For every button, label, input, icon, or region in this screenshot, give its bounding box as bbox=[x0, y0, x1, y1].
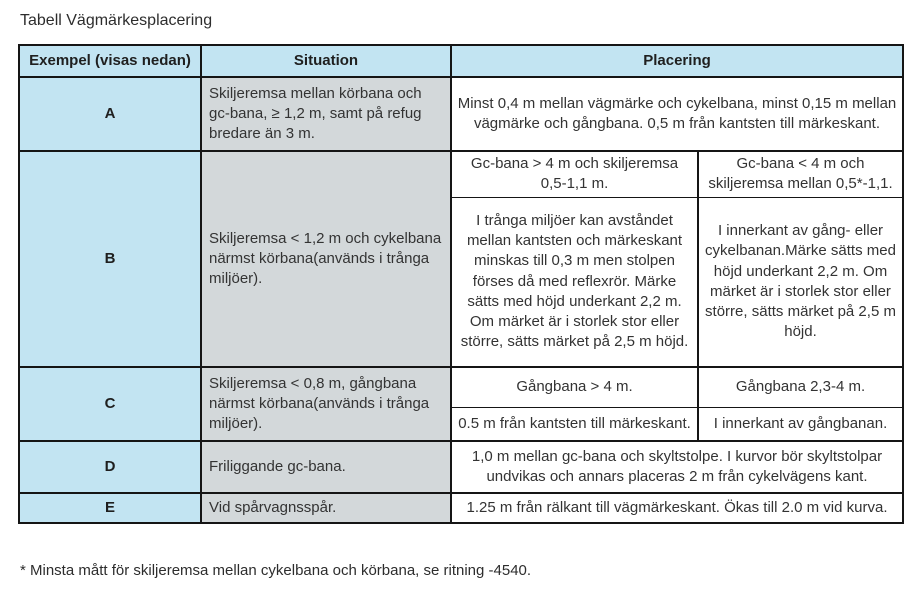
row-a-placering-cell: Minst 0,4 m mellan vägmärke och cykelban… bbox=[450, 76, 904, 152]
table-row-c-lower: 0.5 m från kantsten till märkeskant. I i… bbox=[19, 406, 904, 442]
row-c-placering-bottom-right-cell: I innerkant av gångbanan. bbox=[697, 406, 904, 442]
row-b-situation-cell: Skiljeremsa < 1,2 m och cykelbana närmst… bbox=[200, 150, 452, 368]
row-a-example-cell: A bbox=[18, 76, 202, 152]
header-placering: Placering bbox=[450, 44, 904, 78]
row-d-example-cell: D bbox=[18, 440, 202, 494]
road-sign-placement-table: Exempel (visas nedan) Situation Placerin… bbox=[18, 44, 904, 525]
table-row-b-lower: I trånga miljöer kan avståndet mellan ka… bbox=[19, 196, 904, 368]
row-e-placering-cell: 1.25 m från rälkant till vägmärkeskant. … bbox=[450, 491, 904, 525]
header-situation: Situation bbox=[200, 44, 452, 78]
table-row-d: D Friliggande gc-bana. 1,0 m mellan gc-b… bbox=[18, 440, 904, 494]
table-row-c-upper: C Skiljeremsa < 0,8 m, gångbana närmst k… bbox=[18, 366, 904, 442]
table-title: Tabell Vägmärkesplacering bbox=[20, 12, 213, 29]
footnote: * Minsta mått för skiljeremsa mellan cyk… bbox=[20, 562, 532, 580]
row-b-placering-bottom-left-cell: I trånga miljöer kan avståndet mellan ka… bbox=[450, 196, 699, 368]
row-e-example-cell: E bbox=[18, 491, 202, 525]
header-row: Exempel (visas nedan) Situation Placerin… bbox=[18, 44, 904, 78]
header-exempel: Exempel (visas nedan) bbox=[18, 44, 202, 78]
row-c-placering-top-left-cell: Gångbana > 4 m. bbox=[450, 366, 699, 408]
row-a-situation-cell: Skiljeremsa mellan körbana och gc-bana, … bbox=[200, 76, 452, 152]
row-b-example-cell: B bbox=[18, 150, 202, 368]
row-b-placering-top-left-cell: Gc-bana > 4 m och skiljeremsa 0,5-1,1 m. bbox=[450, 150, 699, 198]
table-row-e: E Vid spårvagnsspår. 1.25 m från rälkant… bbox=[18, 491, 904, 525]
row-d-placering-cell: 1,0 m mellan gc-bana och skyltstolpe. I … bbox=[450, 440, 904, 494]
row-c-placering-bottom-left-cell: 0.5 m från kantsten till märkeskant. bbox=[450, 406, 699, 442]
row-c-example-cell: C bbox=[18, 366, 202, 442]
row-b-placering-top-right-cell: Gc-bana < 4 m och skiljeremsa mellan 0,5… bbox=[697, 150, 904, 198]
row-e-situation-cell: Vid spårvagnsspår. bbox=[200, 491, 452, 525]
row-b-placering-bottom-right-cell: I innerkant av gång- eller cykelbanan.Mä… bbox=[697, 196, 904, 368]
row-c-placering-top-right-cell: Gångbana 2,3-4 m. bbox=[697, 366, 904, 408]
row-c-situation-cell: Skiljeremsa < 0,8 m, gångbana närmst kör… bbox=[200, 366, 452, 442]
table-row-b-upper: B Skiljeremsa < 1,2 m och cykelbana närm… bbox=[18, 150, 904, 368]
table-row-a: A Skiljeremsa mellan körbana och gc-bana… bbox=[18, 76, 904, 152]
row-d-situation-cell: Friliggande gc-bana. bbox=[200, 440, 452, 494]
